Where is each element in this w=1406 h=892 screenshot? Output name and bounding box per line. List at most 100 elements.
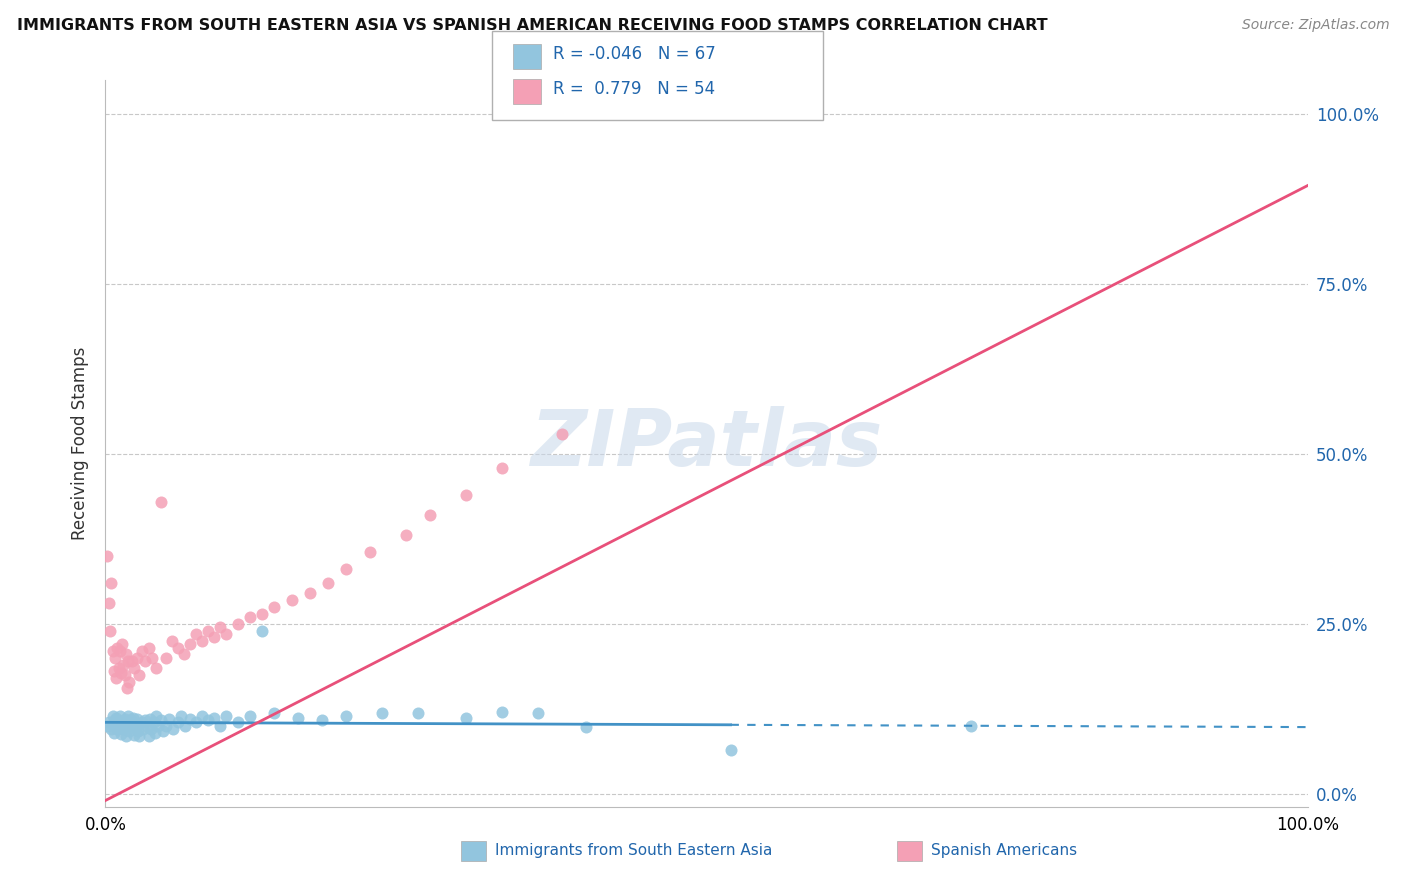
Point	[128, 667, 150, 681]
Point	[125, 650, 148, 665]
Text: IMMIGRANTS FROM SOUTH EASTERN ASIA VS SPANISH AMERICAN RECEIVING FOOD STAMPS COR: IMMIGRANTS FROM SOUTH EASTERN ASIA VS SP…	[17, 18, 1047, 33]
Point	[107, 722, 129, 736]
Point	[184, 627, 207, 641]
Point	[166, 640, 188, 655]
Point	[96, 549, 118, 563]
Point	[104, 650, 127, 665]
Point	[208, 620, 231, 634]
Point	[263, 706, 285, 721]
Point	[298, 586, 321, 600]
Point	[190, 708, 212, 723]
Point	[173, 648, 195, 662]
Point	[136, 720, 159, 734]
Point	[110, 665, 132, 680]
Point	[104, 714, 127, 728]
Point	[134, 714, 156, 728]
Point	[155, 719, 177, 733]
Point	[359, 545, 381, 559]
Point	[124, 720, 146, 734]
Point	[406, 706, 429, 721]
Point	[98, 596, 121, 610]
Point	[263, 599, 285, 614]
Point	[127, 724, 149, 739]
Point	[108, 644, 131, 658]
Point	[197, 624, 219, 638]
Point	[142, 715, 165, 730]
Point	[131, 644, 153, 658]
Point	[138, 729, 160, 743]
Point	[173, 719, 195, 733]
Point	[335, 708, 357, 723]
Point	[179, 712, 201, 726]
Point	[101, 644, 124, 658]
Point	[112, 657, 135, 672]
Point	[118, 724, 141, 739]
Point	[143, 725, 166, 739]
Point	[720, 742, 742, 756]
Point	[103, 665, 125, 679]
Point	[575, 720, 598, 734]
Point	[107, 715, 129, 730]
Point	[454, 488, 477, 502]
Point	[115, 729, 138, 743]
Point	[121, 654, 143, 668]
Point	[108, 708, 131, 723]
Point	[148, 719, 170, 733]
Point	[160, 633, 183, 648]
Text: ZIPatlas: ZIPatlas	[530, 406, 883, 482]
Point	[125, 712, 148, 726]
Text: Spanish Americans: Spanish Americans	[931, 844, 1077, 858]
Point	[152, 724, 174, 739]
Point	[239, 610, 262, 624]
Point	[226, 715, 249, 730]
Point	[117, 654, 139, 668]
Point	[141, 650, 163, 665]
Point	[197, 714, 219, 728]
Point	[287, 710, 309, 724]
Point	[155, 650, 177, 665]
Point	[117, 708, 139, 723]
Point	[110, 727, 132, 741]
Y-axis label: Receiving Food Stamps: Receiving Food Stamps	[72, 347, 90, 541]
Point	[98, 624, 121, 638]
Point	[184, 715, 207, 730]
Text: R =  0.779   N = 54: R = 0.779 N = 54	[553, 80, 714, 98]
Point	[395, 528, 418, 542]
Point	[114, 667, 136, 681]
Point	[107, 661, 129, 675]
Text: Immigrants from South Eastern Asia: Immigrants from South Eastern Asia	[495, 844, 772, 858]
Point	[419, 508, 441, 522]
Point	[179, 637, 201, 651]
Point	[190, 633, 212, 648]
Point	[124, 728, 146, 742]
Point	[134, 654, 156, 668]
Point	[100, 722, 122, 736]
Point	[124, 661, 146, 675]
Point	[105, 671, 128, 685]
Point	[115, 719, 138, 733]
Point	[111, 637, 134, 651]
Point	[316, 576, 339, 591]
Point	[208, 719, 231, 733]
Point	[145, 661, 167, 675]
Point	[115, 648, 138, 662]
Point	[100, 576, 122, 591]
Point	[250, 624, 273, 638]
Text: Source: ZipAtlas.com: Source: ZipAtlas.com	[1241, 18, 1389, 32]
Point	[115, 681, 138, 696]
Point	[105, 710, 128, 724]
Point	[202, 631, 225, 645]
Point	[170, 708, 193, 723]
Point	[96, 719, 118, 733]
Point	[107, 640, 129, 655]
Point	[454, 710, 477, 724]
Point	[491, 460, 513, 475]
Point	[157, 712, 180, 726]
Text: R = -0.046   N = 67: R = -0.046 N = 67	[553, 45, 716, 62]
Point	[527, 706, 550, 721]
Point	[214, 627, 236, 641]
Point	[149, 714, 172, 728]
Point	[122, 710, 145, 724]
Point	[202, 710, 225, 724]
Point	[131, 715, 153, 730]
